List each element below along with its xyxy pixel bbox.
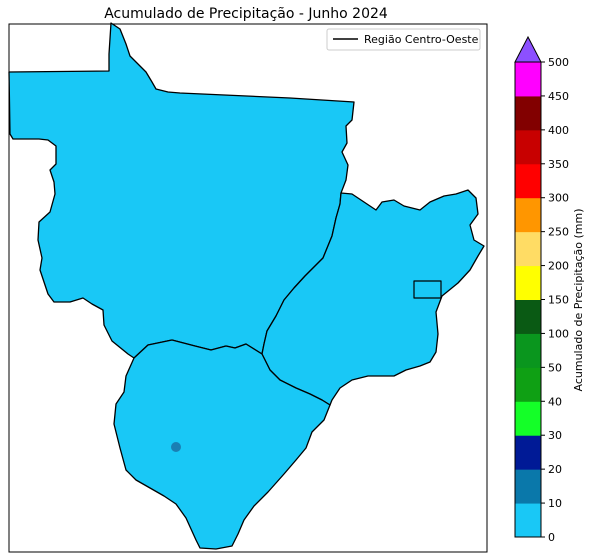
colorbar-band-30 [515,401,541,436]
colorbar-tick-label: 400 [548,124,569,137]
colorbar-band-400 [515,95,541,131]
colorbar-tick-label: 100 [548,327,569,340]
colorbar-band-0 [515,503,541,538]
federal-district [413,280,442,299]
colorbar-band-250 [515,197,541,233]
colorbar-band-150 [515,265,541,300]
colorbar-tick-label: 10 [548,497,562,510]
colorbar-band-450 [515,62,541,97]
colorbar-band-50 [515,333,541,368]
legend: Região Centro-Oeste [326,28,481,51]
colorbar-band-350 [515,129,541,165]
colorbar-extend-arrow [514,35,542,63]
colorbar-band-300 [515,163,541,199]
colorbar-tick-label: 20 [548,463,562,476]
colorbar-label: Acumulado de Precipitação (mm) [572,208,585,391]
colorbar-tick-label: 0 [548,531,555,544]
colorbar-band-10 [515,469,541,504]
colorbar-tick-label: 200 [548,260,569,273]
colorbar-tick-label: 300 [548,192,569,205]
state-goias [261,189,485,406]
colorbar-tick-label: 350 [548,158,569,171]
colorbar-tick-label: 30 [548,429,562,442]
legend-box [326,28,481,51]
colorbar-band-20 [515,435,541,470]
colorbar: 0 10 20 30 40 50 100 150 200 250 300 350 400 450 500 [514,35,569,544]
colorbar-tick-label: 500 [548,56,569,69]
colorbar-band-40 [515,367,541,402]
map-title: Acumulado de Precipitação - Junho 2024 [104,6,388,22]
colorbar-tick-label: 250 [548,226,569,239]
centro-oeste-map [8,22,485,550]
colorbar-tick-label: 40 [548,395,562,408]
colorbar-band-100 [515,299,541,334]
state-mato-grosso-do-sul [113,339,331,550]
precip-10-20-spot [171,442,181,452]
colorbar-band-200 [515,231,541,267]
legend-label: Região Centro-Oeste [364,33,479,46]
colorbar-tick-label: 50 [548,361,562,374]
colorbar-tick-label: 450 [548,90,569,103]
colorbar-tick-label: 150 [548,294,569,307]
